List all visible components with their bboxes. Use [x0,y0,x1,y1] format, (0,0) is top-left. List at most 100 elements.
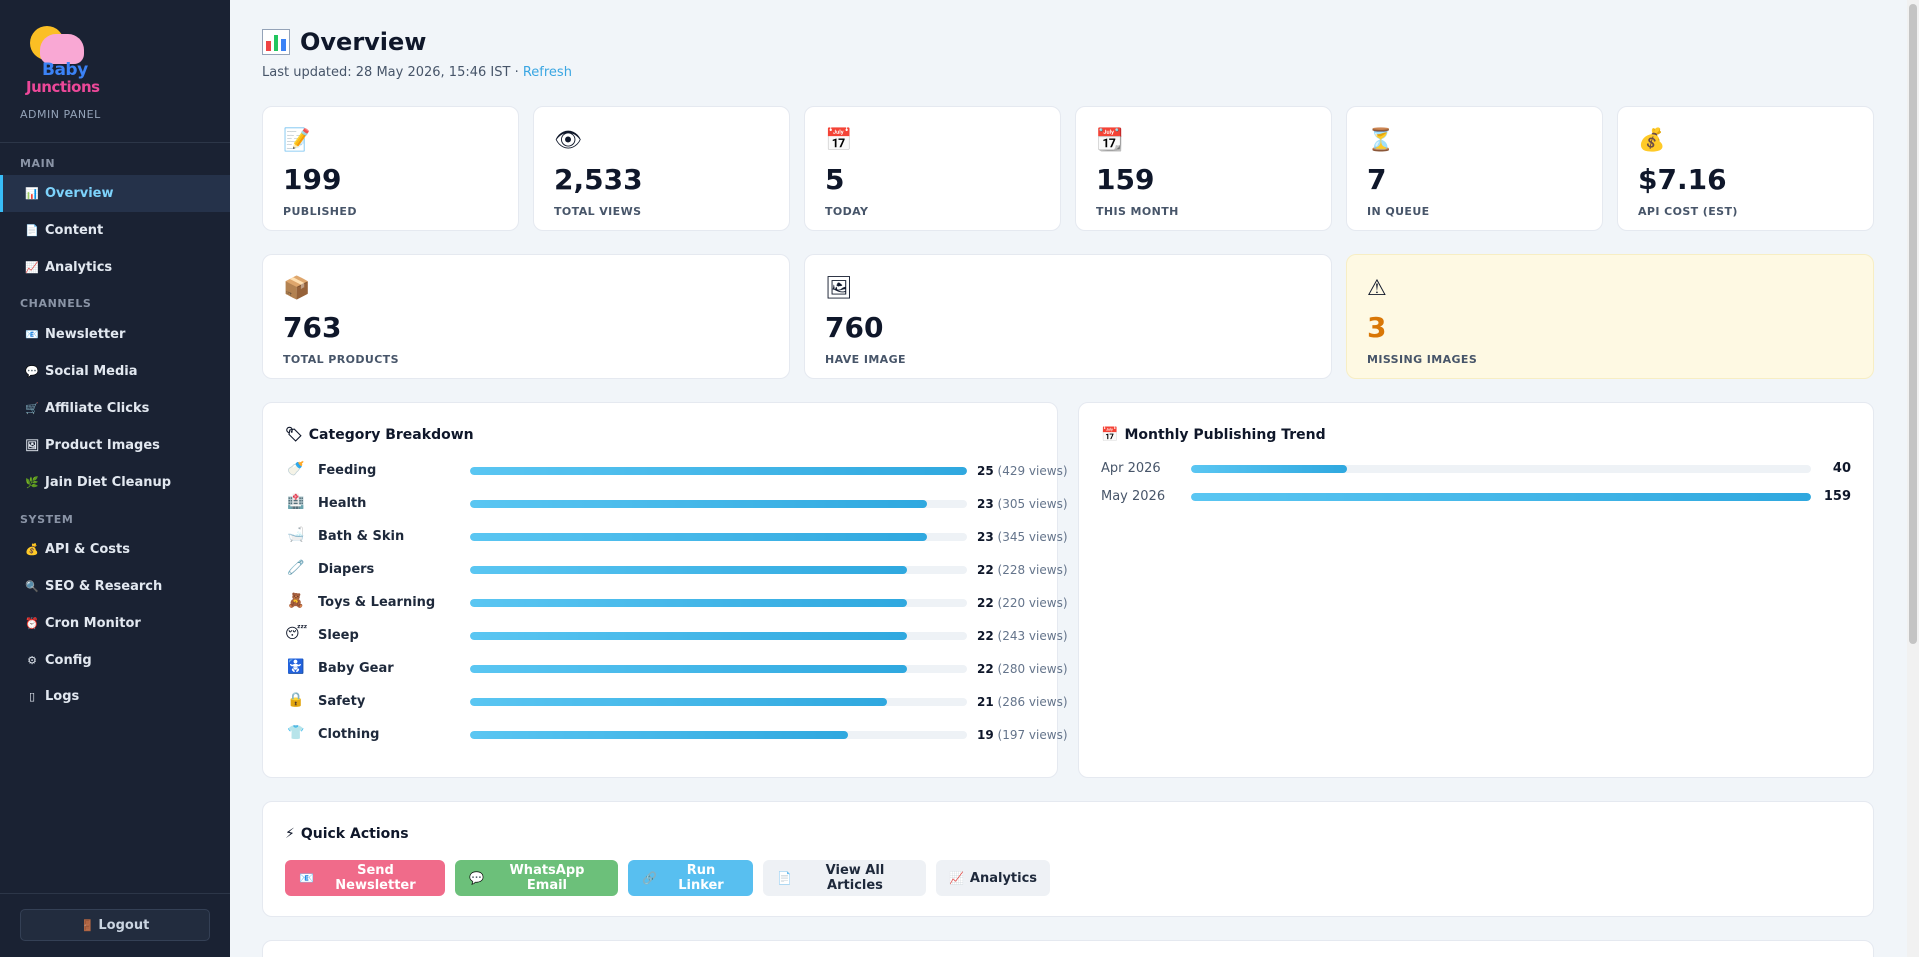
sidebar-item-cron-monitor[interactable]: ⏰ Cron Monitor [0,605,230,642]
category-bar-fill [470,566,908,574]
trend-bar-track [1191,465,1811,473]
scrollbar-track[interactable] [1907,0,1919,957]
trend-value: 159 [1823,489,1851,504]
category-bar-track [470,632,967,640]
bathtub-icon: 🛁 [287,527,305,543]
trend-icon: 📈 [25,261,39,274]
stat-value: 7 [1367,163,1387,196]
next-panel [262,940,1874,957]
brand-logo[interactable]: Baby Junctions [20,26,110,98]
view-count: (345 views) [997,530,1068,544]
category-row: 🚼 Baby Gear 22 (280 views) [285,659,1067,679]
monthly-trend-panel: 📅 Monthly Publishing Trend Apr 2026 40 May… [1078,402,1874,778]
sidebar-item-label: Affiliate Clicks [45,401,150,416]
eye-icon: 👁 [554,128,582,153]
stat-value: 199 [283,163,342,196]
stat-card-in-queue: ⏳ 7 IN QUEUE [1346,106,1603,231]
sidebar-divider [0,893,230,894]
sidebar: Baby Junctions ADMIN PANEL MAIN 📊 Overvi… [0,0,230,957]
sidebar-item-newsletter[interactable]: 📧 Newsletter [0,316,230,353]
stat-label: TOTAL PRODUCTS [283,353,399,366]
calendar-31-icon: 📆 [1096,128,1124,153]
category-count: 23 (305 views) [977,497,1068,511]
sidebar-item-analytics[interactable]: 📈 Analytics [0,249,230,286]
link-icon: 🔗 [642,871,657,885]
category-name: Toys & Learning [318,595,436,610]
whatsapp-email-button[interactable]: 💬 WhatsApp Email [455,860,618,896]
article-count: 22 [977,629,994,643]
view-all-articles-button[interactable]: 📄 View All Articles [763,860,926,896]
calendar-icon: 📅 [825,128,853,153]
sidebar-item-label: Analytics [45,260,113,275]
sidebar-item-config[interactable]: ⚙ Config [0,642,230,679]
sidebar-item-overview[interactable]: 📊 Overview [0,175,230,212]
sidebar-item-product-images[interactable]: 🖼 Product Images [0,427,230,464]
sidebar-item-label: Cron Monitor [45,616,141,631]
logo-area: Baby Junctions ADMIN PANEL [0,0,230,143]
category-row: 🔒 Safety 21 (286 views) [285,692,1067,712]
category-count: 23 (345 views) [977,530,1068,544]
calendar-icon: 📅 [1101,427,1119,443]
panel-title: 🏷 Category Breakdown [285,427,474,443]
button-label: Analytics [969,870,1038,886]
category-bar-fill [470,632,908,640]
stat-card-published: 📝 199 PUBLISHED [262,106,519,231]
trend-bar-fill [1191,465,1347,473]
category-row: 🍼 Feeding 25 (429 views) [285,461,1067,481]
analytics-button[interactable]: 📈 Analytics [936,860,1050,896]
stat-label: HAVE IMAGE [825,353,906,366]
trend-bar-fill [1191,493,1811,501]
page-title-text: Overview [300,28,427,56]
trend-row: May 2026 159 [1101,487,1851,507]
stat-card-total-products: 📦 763 TOTAL PRODUCTS [262,254,790,379]
sidebar-item-seo-research[interactable]: 🔍 SEO & Research [0,568,230,605]
view-count: (280 views) [997,662,1068,676]
warning-icon: ⚠ [1367,276,1387,301]
button-label: Run Linker [678,863,724,893]
sidebar-item-label: Overview [45,186,114,201]
stat-card-total-views: 👁 2,533 TOTAL VIEWS [533,106,790,231]
sidebar-item-content[interactable]: 📄 Content [0,212,230,249]
sidebar-item-affiliate-clicks[interactable]: 🛒 Affiliate Clicks [0,390,230,427]
category-bar-track [470,533,967,541]
last-updated: Last updated: 28 May 2026, 15:46 IST · R… [262,65,572,80]
run-linker-button[interactable]: 🔗 Run Linker [628,860,753,896]
article-count: 22 [977,662,994,676]
page-title: Overview [262,28,426,56]
article-count: 21 [977,695,994,709]
category-bar-fill [470,467,967,475]
trend-value: 40 [1832,461,1851,476]
sidebar-item-jain-diet-cleanup[interactable]: 🌿 Jain Diet Cleanup [0,464,230,501]
trend-row: Apr 2026 40 [1101,459,1851,479]
category-name: Clothing [318,727,380,742]
article-count: 23 [977,530,994,544]
logout-button[interactable]: 🚪 Logout [20,909,210,941]
sidebar-item-social-media[interactable]: 💬 Social Media [0,353,230,390]
stat-card-api-cost: 💰 $7.16 API COST (EST) [1617,106,1874,231]
chart-icon: 📊 [25,187,39,200]
sidebar-item-label: SEO & Research [45,579,163,594]
stat-card-this-month: 📆 159 THIS MONTH [1075,106,1332,231]
send-newsletter-button[interactable]: 📧 Send Newsletter [285,860,445,896]
sidebar-item-logs[interactable]: ▯ Logs [0,678,230,715]
category-row: 🧸 Toys & Learning 22 (220 views) [285,593,1067,613]
safety-pin-icon: 🧷 [287,560,305,576]
scrollbar-thumb[interactable] [1909,4,1917,644]
category-name: Diapers [318,562,375,577]
stroller-icon: 🚼 [287,659,305,675]
sidebar-item-label: Newsletter [45,327,126,342]
view-count: (243 views) [997,629,1068,643]
category-bar-fill [470,533,928,541]
stat-value: 3 [1367,311,1387,344]
refresh-link[interactable]: Refresh [522,65,572,80]
trend-month: May 2026 [1101,489,1166,504]
leaf-icon: 🌿 [25,476,39,489]
category-breakdown-panel: 🏷 Category Breakdown 🍼 Feeding 25 (429 vie… [262,402,1068,778]
sidebar-item-api-costs[interactable]: 💰 API & Costs [0,531,230,568]
trend-icon: 📈 [948,871,964,885]
money-bag-icon: 💰 [1638,128,1666,153]
admin-panel-label: ADMIN PANEL [20,108,101,121]
document-icon: 📄 [25,224,39,237]
trend-month: Apr 2026 [1101,461,1161,476]
category-count: 22 (228 views) [977,563,1068,577]
